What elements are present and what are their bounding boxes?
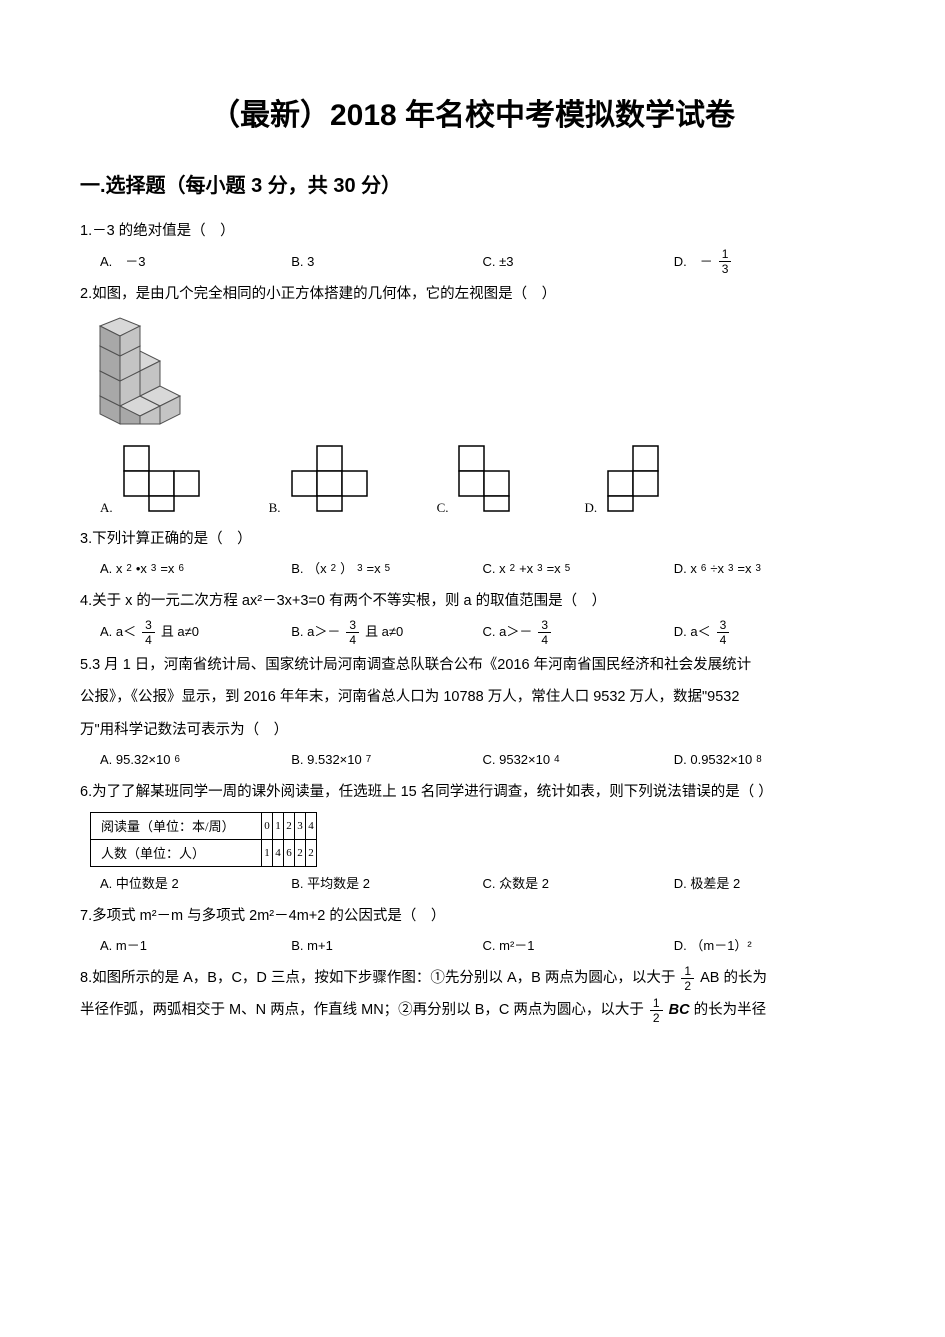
q3-option-B: B. （x2 ）3 =x5 [291,556,482,582]
table-cell: 2 [306,839,317,866]
q6-options: A. 中位数是 2 B. 平均数是 2 C. 众数是 2 D. 极差是 2 [80,871,865,897]
q1-option-B: B. 3 [291,249,482,275]
q7-option-C: C. m²－1 [483,933,674,959]
q4-option-A: A. a＜ 34 且 a≠0 [100,619,291,646]
q7-options: A. m－1 B. m+1 C. m²－1 D. （m－1）² [80,933,865,959]
q6-option-D: D. 极差是 2 [674,871,865,897]
q7-option-D: D. （m－1）² [674,933,865,959]
q2-option-B: B. [269,441,377,516]
q5-option-C: C. 9532×104 [483,747,674,773]
document-title: （最新）2018 年名校中考模拟数学试卷 [80,90,865,134]
question-2: 2.如图，是由几个完全相同的小正方体搭建的几何体，它的左视图是（ ） [80,279,865,309]
table-cell: 0 [262,812,273,839]
q6-table: 阅读量（单位：本/周） 0 1 2 3 4 人数（单位：人） 1 4 6 2 2 [90,812,317,867]
question-8-line1: 8.如图所示的是 A，B，C，D 三点，按如下步骤作图：①先分别以 A，B 两点… [80,963,865,993]
q1-options: A. －3 B. 3 C. ±3 D. － 1 3 [80,248,865,275]
q2-option-C: C. [437,441,525,516]
q2-shape-C-icon [454,441,524,516]
table-cell: 4 [273,839,284,866]
q5-option-B: B. 9.532×107 [291,747,482,773]
question-5-line2: 公报》，《公报》显示，到 2016 年年末，河南省总人口为 10788 万人，常… [80,682,865,712]
question-1: 1.－3 的绝对值是（ ） [80,216,865,246]
q2-options: A. B. [100,441,865,516]
q6-option-A: A. 中位数是 2 [100,871,291,897]
q6-option-B: B. 平均数是 2 [291,871,482,897]
table-row: 阅读量（单位：本/周） 0 1 2 3 4 [91,812,317,839]
q4-options: A. a＜ 34 且 a≠0 B. a＞－ 34 且 a≠0 C. a＞－ 34… [80,619,865,646]
question-5-line3: 万"用科学记数法可表示为（ ） [80,715,865,745]
q7-option-B: B. m+1 [291,933,482,959]
q2-shape-A-icon [119,441,209,516]
q4-option-B: B. a＞－ 34 且 a≠0 [291,619,482,646]
q2-option-A: A. [100,441,209,516]
fraction-1-2: 12 [650,997,663,1024]
table-cell: 3 [295,812,306,839]
q2-shape-B-icon [287,441,377,516]
q3-option-C: C. x2 +x3 =x5 [483,556,674,582]
section-heading: 一.选择题（每小题 3 分，共 30 分） [80,169,865,198]
q1-option-C: C. ±3 [483,249,674,275]
q2-shape-D-icon [603,441,673,516]
fraction-1-2: 12 [681,965,694,992]
q5-options: A. 95.32×106 B. 9.532×107 C. 9532×104 D.… [80,747,865,773]
q2-option-D: D. [584,441,673,516]
table-cell: 阅读量（单位：本/周） [91,812,262,839]
table-cell: 6 [284,839,295,866]
q4-option-C: C. a＞－ 34 [483,619,674,646]
question-8-line2: 半径作弧，两弧相交于 M、N 两点，作直线 MN；②再分别以 B，C 两点为圆心… [80,995,865,1025]
q3-option-A: A. x2 •x3 =x6 [100,556,291,582]
q3-option-D: D. x6 ÷x3 =x3 [674,556,865,582]
q3-options: A. x2 •x3 =x6 B. （x2 ）3 =x5 C. x2 +x3 =x… [80,556,865,582]
question-4: 4.关于 x 的一元二次方程 ax²－3x+3=0 有两个不等实根，则 a 的取… [80,586,865,616]
q6-option-C: C. 众数是 2 [483,871,674,897]
question-3: 3.下列计算正确的是（ ） [80,524,865,554]
table-cell: 1 [273,812,284,839]
q7-option-A: A. m－1 [100,933,291,959]
table-cell: 2 [295,839,306,866]
cube-stack-icon [90,316,210,426]
page: （最新）2018 年名校中考模拟数学试卷 一.选择题（每小题 3 分，共 30 … [0,0,945,1337]
q5-option-A: A. 95.32×106 [100,747,291,773]
fraction-1-3: 1 3 [719,248,732,275]
table-row: 人数（单位：人） 1 4 6 2 2 [91,839,317,866]
table-cell: 4 [306,812,317,839]
table-cell: 人数（单位：人） [91,839,262,866]
table-cell: 1 [262,839,273,866]
q4-option-D: D. a＜ 34 [674,619,865,646]
q5-option-D: D. 0.9532×108 [674,747,865,773]
q1-option-D: D. － 1 3 [674,248,865,275]
q2-isometric-figure [90,316,865,431]
q1-option-A: A. －3 [100,249,291,275]
table-cell: 2 [284,812,295,839]
question-5-line1: 5.3 月 1 日，河南省统计局、国家统计局河南调查总队联合公布《2016 年河… [80,650,865,680]
question-6: 6.为了了解某班同学一周的课外阅读量，任选班上 15 名同学进行调查，统计如表，… [80,777,865,807]
question-7: 7.多项式 m²－m 与多项式 2m²－4m+2 的公因式是（ ） [80,901,865,931]
